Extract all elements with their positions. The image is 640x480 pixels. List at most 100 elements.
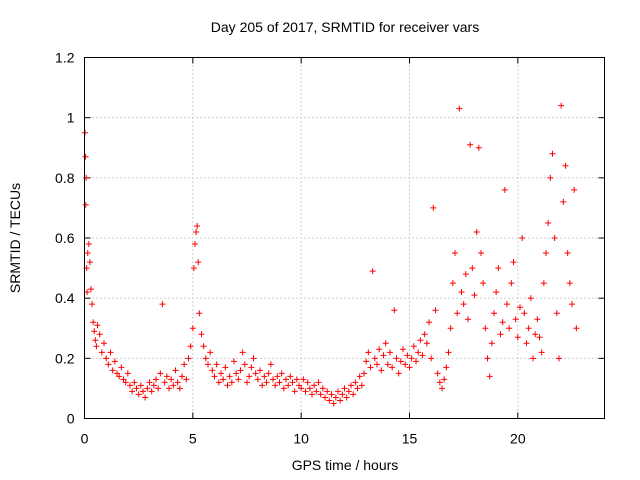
data-point [410,343,417,350]
data-point [195,259,202,266]
data-point [122,379,129,386]
data-point [90,319,97,326]
y-tick-label: 0.2 [55,350,75,366]
data-point [400,346,406,353]
y-tick-label: 1 [67,110,75,126]
data-point [270,376,276,383]
data-point [473,228,480,235]
data-point [283,376,289,383]
data-point [274,373,281,380]
data-points [81,102,580,407]
data-point [406,364,413,371]
data-point [163,373,170,380]
data-point [82,153,89,160]
data-point [432,307,439,314]
data-point [155,385,162,392]
data-point [276,379,283,386]
data-point [265,370,272,377]
data-point [313,388,320,395]
data-point [499,319,506,326]
data-point [218,370,224,377]
data-point [114,370,120,377]
data-point [475,144,482,151]
x-axis-label: GPS time / hours [292,457,399,473]
data-point [495,265,502,272]
data-point [124,370,131,377]
data-point [469,265,476,272]
data-point [558,102,565,109]
data-point [185,355,192,362]
data-point [530,355,536,362]
data-point [395,370,402,377]
data-point [508,280,515,287]
data-point [504,301,510,308]
data-point [93,343,100,350]
data-point [387,349,393,356]
data-point [428,355,435,362]
data-point [348,382,354,389]
axis-ticks: 0 0.2 0.4 0.6 0.8 1 1.2 0 5 10 15 20 [55,50,605,447]
data-point [408,355,415,362]
data-point [293,376,300,383]
data-point [332,394,339,401]
data-point [187,343,194,350]
data-point [131,379,138,386]
data-point [564,250,571,257]
data-point [252,370,259,377]
data-point [421,331,428,338]
x-tick-label: 5 [189,431,197,447]
data-point [300,376,307,383]
data-point [436,379,443,386]
y-tick-label: 0 [67,411,75,427]
data-point [543,250,549,257]
data-point [525,325,532,332]
data-point [92,337,99,344]
data-point [140,388,146,395]
data-point [248,364,255,371]
data-point [267,361,274,368]
data-point [458,289,465,296]
data-point [82,201,89,208]
data-point [289,379,296,386]
data-point [170,382,177,389]
data-point [166,385,172,392]
data-point [441,376,448,383]
data-point [430,204,437,211]
data-point [174,379,181,386]
data-point [413,358,419,365]
data-point [460,301,467,308]
data-point [510,259,517,266]
data-point [491,310,497,317]
data-point [484,355,491,362]
data-point [235,376,242,383]
data-point [335,388,341,395]
data-point [224,382,231,389]
data-point [449,280,456,287]
data-point [144,385,151,392]
data-point [189,325,196,332]
y-tick-label: 0.6 [55,230,75,246]
data-point [480,280,487,287]
y-axis-label: SRMTID / TECUs [7,183,23,293]
data-point [135,391,142,398]
data-point [220,376,227,383]
data-point [161,379,168,386]
data-point [231,358,237,365]
data-point [261,373,268,380]
data-point [571,186,578,193]
data-point [193,228,200,235]
data-point [391,307,398,314]
data-point [172,367,179,374]
data-point [200,343,207,350]
data-point [213,361,220,368]
x-tick-label: 20 [510,431,526,447]
data-point [237,367,244,374]
data-point [521,310,528,317]
data-point [105,361,112,368]
data-point [118,364,125,371]
data-point [393,355,400,362]
data-point [361,370,367,377]
data-point [198,331,205,338]
data-point [517,304,523,311]
data-point [280,385,287,392]
